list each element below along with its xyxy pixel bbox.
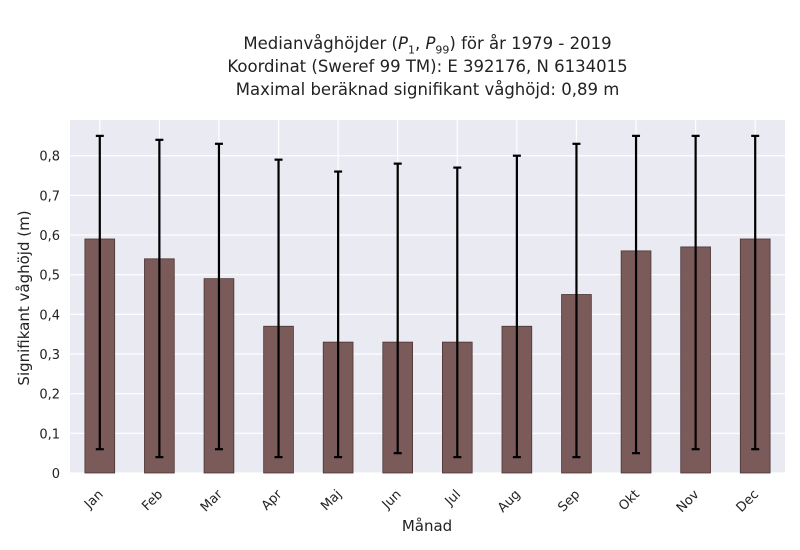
y-tick-label: 0,1 xyxy=(39,427,60,442)
x-tick-label: Apr xyxy=(259,487,286,514)
y-tick-label: 0 xyxy=(52,467,60,482)
y-tick-label: 0,6 xyxy=(39,229,60,244)
x-tick-label: Jun xyxy=(379,487,405,513)
y-tick-label: 0,4 xyxy=(39,308,60,323)
plot-area xyxy=(70,120,785,473)
y-tick-label: 0,7 xyxy=(39,189,60,204)
x-tick-label: Nov xyxy=(674,487,703,516)
x-tick-label: Aug xyxy=(495,487,524,516)
y-tick-label: 0,5 xyxy=(39,269,60,284)
title-prefix: Medianvåghöjder ( xyxy=(243,34,398,53)
y-axis-label: Signifikant våghöjd (m) xyxy=(15,210,33,385)
x-tick-label: Jul xyxy=(442,487,464,509)
x-tick-layer: Jan Feb Mar Apr Maj Jun Jul Aug Sep Okt Nov Dec xyxy=(81,487,762,516)
x-axis-label: Månad xyxy=(402,517,452,535)
chart-title-line-3: Maximal beräknad signifikant våghöjd: 0,… xyxy=(235,80,620,99)
x-tick-label: Dec xyxy=(734,487,762,515)
y-tick-label: 0,3 xyxy=(39,348,60,363)
y-tick-layer: 0 0,1 0,2 0,3 0,4 0,5 0,6 0,7 0,8 xyxy=(39,150,60,482)
chart-title-line-1: Medianvåghöjder (P1, P99) för år 1979 - … xyxy=(243,34,612,57)
x-tick-label: Maj xyxy=(318,487,345,514)
y-tick-label: 0,2 xyxy=(39,388,60,403)
chart-title-line-2: Koordinat (Sweref 99 TM): E 392176, N 61… xyxy=(227,57,628,76)
x-tick-label: Mar xyxy=(198,487,226,515)
y-tick-label: 0,8 xyxy=(39,150,60,165)
x-tick-label: Jan xyxy=(81,487,106,512)
errorbar-layer xyxy=(95,134,760,459)
x-tick-label: Feb xyxy=(139,487,166,514)
x-tick-label: Sep xyxy=(555,487,583,515)
x-tick-label: Okt xyxy=(616,487,643,514)
